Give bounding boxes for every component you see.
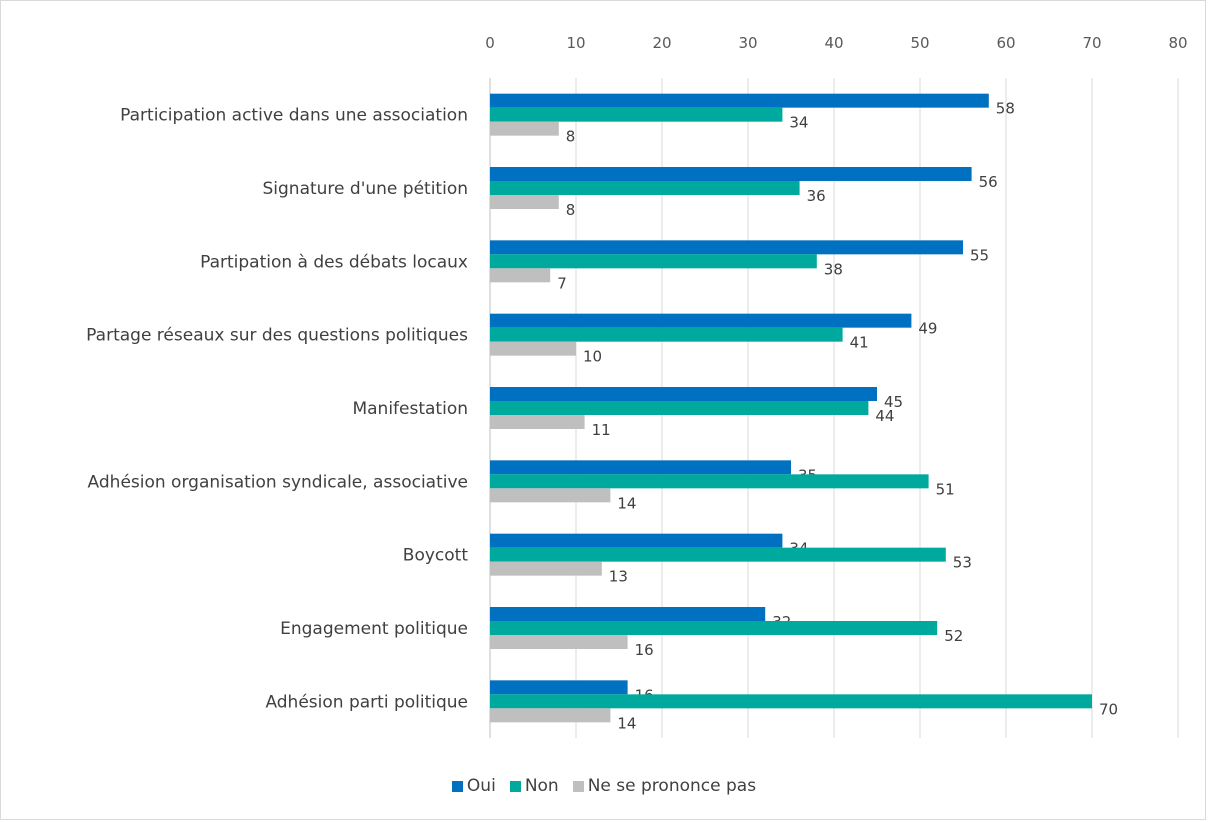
bar [490,181,800,195]
legend-item-non: Non [509,776,559,796]
data-label: 55 [970,246,989,264]
bar [490,460,791,475]
data-label: 10 [583,348,602,366]
data-label: 58 [996,100,1015,118]
x-tick-label: 40 [824,34,843,52]
bar [490,121,559,136]
bar [490,621,938,635]
data-label: 44 [875,407,894,425]
data-label: 14 [617,714,636,732]
category-label: Adhésion organisation syndicale, associa… [88,472,468,492]
legend: Oui Non Ne se prononce pas [0,776,1208,796]
x-tick-label: 20 [652,34,671,52]
bar [490,195,559,209]
data-label: 11 [592,421,611,439]
data-label: 8 [566,128,576,146]
data-label: 49 [918,320,937,338]
bar [490,561,602,576]
bar [490,401,869,415]
bar [490,533,783,548]
data-label: 16 [635,641,654,659]
category-label: Manifestation [352,399,468,419]
data-label: 52 [944,627,963,645]
data-label: 38 [824,260,843,278]
bar [490,93,989,108]
x-tick-label: 0 [485,34,495,52]
category-label: Boycott [403,546,469,566]
data-label: 14 [617,494,636,512]
data-label: 34 [789,114,808,132]
legend-swatch-non [509,780,521,792]
category-label: Adhésion parti politique [265,692,468,712]
bar [490,387,877,401]
category-label: Partipation à des débats locaux [200,252,468,272]
bar [490,167,972,181]
bar [490,694,1092,709]
bar [490,415,585,429]
category-label: Partage réseaux sur des questions politi… [86,326,468,346]
x-tick-label: 70 [1082,34,1101,52]
legend-label-nspp: Ne se prononce pas [587,776,757,796]
legend-item-nspp: Ne se prononce pas [572,776,757,796]
bar [490,474,929,489]
data-label: 8 [566,201,576,219]
x-tick-label: 10 [566,34,585,52]
bar [490,107,783,122]
bar [490,680,628,695]
data-label: 13 [609,568,628,586]
x-tick-label: 50 [910,34,929,52]
bar [490,635,628,649]
bar [490,547,946,562]
category-label: Signature d'une pétition [263,179,469,199]
x-tick-label: 30 [738,34,757,52]
data-label: 7 [557,274,567,292]
bar [490,254,817,269]
x-tick-label: 60 [996,34,1015,52]
data-label: 70 [1099,700,1118,718]
data-label: 51 [936,480,955,498]
bar [490,607,766,621]
bar [490,341,576,356]
legend-swatch-oui [451,780,463,792]
legend-label-oui: Oui [466,776,496,796]
x-tick-label: 80 [1168,34,1187,52]
bar [490,240,963,255]
data-label: 36 [807,187,826,205]
data-label: 45 [884,393,903,411]
bar-chart: 0 10 20 30 40 50 60 70 80 Participation active da… [86,34,1188,738]
bar [490,708,611,723]
data-label: 56 [979,173,998,191]
category-label: Participation active dans une associatio… [120,106,468,126]
bar [490,327,843,342]
legend-item-oui: Oui [451,776,496,796]
data-label: 41 [850,334,869,352]
bar [490,313,912,328]
data-label: 53 [953,554,972,572]
legend-label-non: Non [524,776,559,796]
bar [490,488,611,503]
legend-swatch-nspp [572,780,584,792]
bar [490,268,551,283]
category-label: Engagement politique [280,619,468,639]
